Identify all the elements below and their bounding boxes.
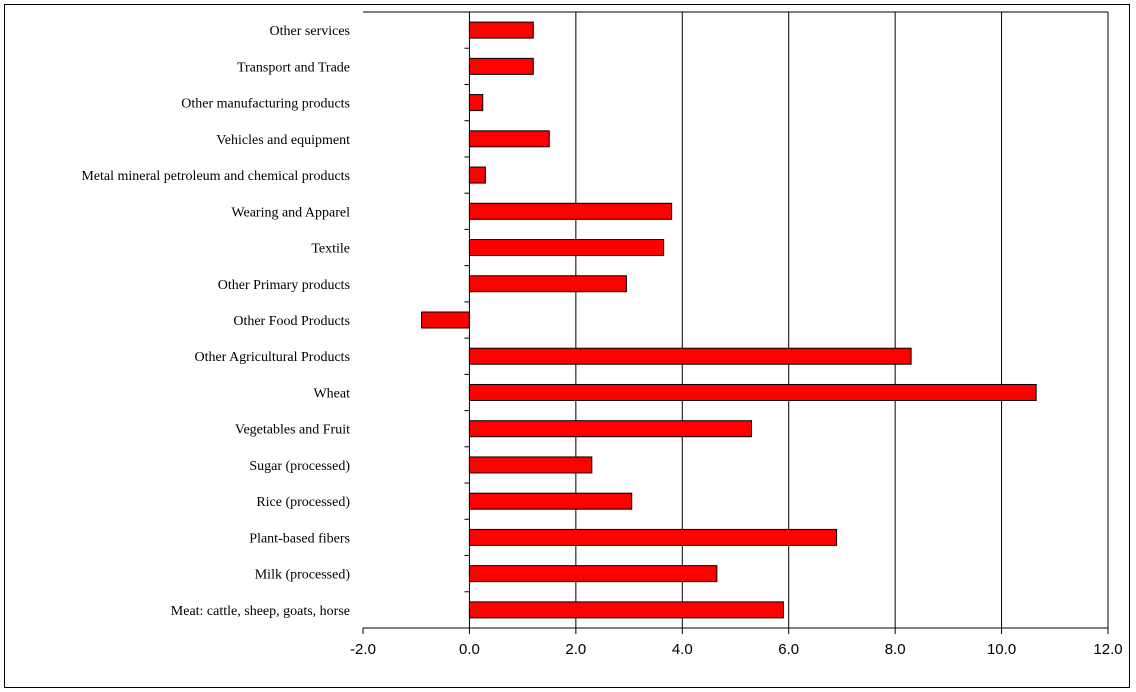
- bar: [421, 311, 470, 329]
- bar: [468, 347, 912, 365]
- bar: [468, 420, 752, 438]
- category-label: Sugar (processed): [249, 459, 350, 474]
- bar: [468, 456, 593, 474]
- bar-chart: Other services Transport and Trade Other m…: [81, 11, 1123, 658]
- x-tick-label: 4.0: [672, 641, 693, 658]
- category-label: Other Primary products: [218, 278, 350, 293]
- bar: [468, 565, 718, 583]
- x-tick-label: 6.0: [778, 641, 799, 658]
- category-label: Meat: cattle, sheep, goats, horse: [171, 604, 350, 619]
- category-labels: Other services Transport and Trade Other m…: [81, 24, 350, 619]
- x-tick-label: 12.0: [1093, 641, 1122, 658]
- category-label: Wheat: [313, 386, 350, 401]
- category-label: Wearing and Apparel: [231, 205, 350, 220]
- chart-frame: Other services Transport and Trade Other m…: [4, 4, 1130, 688]
- bar: [468, 94, 484, 112]
- bar: [468, 166, 486, 184]
- x-tick-label: 0.0: [459, 641, 480, 658]
- axes: [362, 11, 1109, 634]
- category-label: Other services: [270, 24, 350, 39]
- bar: [468, 21, 534, 39]
- bar: [468, 492, 633, 510]
- category-label: Vegetables and Fruit: [235, 423, 350, 438]
- category-label: Metal mineral petroleum and chemical pro…: [81, 169, 350, 184]
- bars: [421, 21, 1037, 619]
- x-tick-label: 10.0: [987, 641, 1016, 658]
- x-tick-label: 2.0: [565, 641, 586, 658]
- category-label: Milk (processed): [255, 568, 351, 583]
- bar: [468, 130, 550, 148]
- bar: [468, 383, 1037, 401]
- category-label: Plant-based fibers: [249, 531, 350, 546]
- bar: [468, 202, 673, 220]
- x-tick-labels: -2.0 0.0 2.0 4.0 6.0 8.0 10.0 12.0: [350, 641, 1123, 658]
- category-label: Other Food Products: [233, 314, 350, 329]
- category-label: Transport and Trade: [237, 60, 350, 75]
- category-label: Other Agricultural Products: [194, 350, 350, 365]
- category-label: Textile: [311, 242, 350, 257]
- gridlines: [363, 11, 1109, 628]
- x-tick-label: 8.0: [885, 641, 906, 658]
- bar: [468, 528, 838, 546]
- bar: [468, 275, 627, 293]
- x-tick-label: -2.0: [350, 641, 376, 658]
- category-label: Vehicles and equipment: [216, 133, 350, 148]
- category-label: Rice (processed): [256, 495, 350, 510]
- category-label: Other manufacturing products: [181, 97, 350, 112]
- bar: [468, 57, 534, 75]
- bar: [468, 601, 784, 619]
- bar: [468, 239, 665, 257]
